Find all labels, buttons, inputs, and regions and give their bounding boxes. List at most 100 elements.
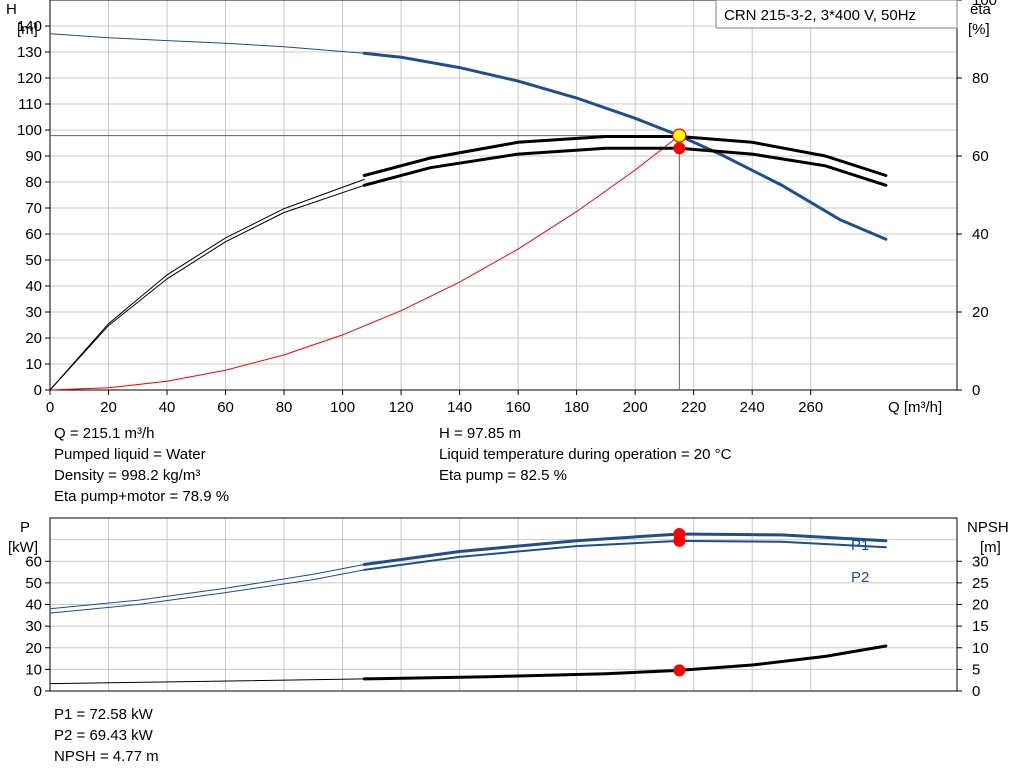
series-line-5: [362, 146, 888, 187]
top-chart-frame: [49, 0, 958, 391]
h-axis-label: H: [6, 1, 17, 18]
eta-tick-label: 100: [972, 0, 997, 9]
npsh-axis-label: NPSH: [967, 519, 1009, 536]
p-tick-label: 20: [25, 640, 42, 657]
top-chart-markers: [672, 128, 687, 155]
info-eta-pump-motor: Eta pump+motor = 78.9 %: [54, 488, 230, 505]
x-tick-label: 140: [447, 399, 472, 416]
p-tick-label: 10: [25, 661, 42, 678]
x-tick-label: 40: [159, 399, 176, 416]
eta-tick-label: 80: [972, 70, 989, 87]
bottom-chart-grid: [49, 518, 957, 692]
p-tick-label: 0: [34, 683, 42, 700]
h-tick-label: 10: [25, 356, 42, 373]
p-tick-label: 40: [25, 597, 42, 614]
h-tick-label: 40: [25, 278, 42, 295]
eta-tick-label: 20: [972, 304, 989, 321]
q-axis-label: Q [m³/h]: [888, 399, 942, 416]
series-line-6: [362, 135, 888, 177]
x-tick-label: 160: [506, 399, 531, 416]
h-tick-label: 20: [25, 330, 42, 347]
x-tick-label: 120: [389, 399, 414, 416]
h-tick-label: 120: [17, 70, 42, 87]
top-chart-series: [49, 33, 888, 391]
p2-series-label: P2: [851, 569, 869, 586]
series-line-3: [49, 184, 365, 391]
h-tick-label: 30: [25, 304, 42, 321]
h-tick-label: 140: [17, 18, 42, 35]
x-tick-label: 60: [217, 399, 234, 416]
h-tick-label: 80: [25, 174, 42, 191]
eta-operating-marker: [673, 142, 686, 155]
x-tick-label: 260: [798, 399, 823, 416]
series-line-4: [49, 178, 365, 391]
npsh-tick-label: 20: [972, 597, 989, 614]
bottom-chart-ticks: 0 10 20 30 40 50 60 0 5 10 15 20 25 30: [25, 553, 988, 700]
x-tick-label: 100: [330, 399, 355, 416]
info-p1: P1 = 72.58 kW: [54, 706, 153, 723]
npsh-tick-label: 15: [972, 618, 989, 635]
x-tick-label: 240: [740, 399, 765, 416]
x-tick-label: 80: [276, 399, 293, 416]
p-tick-label: 50: [25, 575, 42, 592]
npsh-line-4: [49, 678, 365, 685]
npsh-tick-label: 10: [972, 640, 989, 657]
eta-axis-unit: [%]: [968, 21, 990, 38]
x-tick-label: 20: [100, 399, 117, 416]
p1-line-1: [362, 532, 888, 566]
h-axis-unit: [m]: [17, 21, 38, 38]
npsh-tick-label: 25: [972, 575, 989, 592]
p1-series-label: P1: [851, 537, 869, 554]
series-line-1: [362, 51, 888, 241]
eta-tick-label: 60: [972, 148, 989, 165]
info-liquid-temperature: Liquid temperature during operation = 20…: [439, 446, 732, 463]
x-tick-label: 200: [623, 399, 648, 416]
bottom-chart-markers: [673, 528, 686, 677]
h-tick-label: 60: [25, 226, 42, 243]
bottom-chart-series: P1 P2: [49, 532, 888, 685]
operating-point-marker: [673, 534, 686, 547]
info-p2: P2 = 69.43 kW: [54, 727, 153, 744]
x-tick-label: 0: [46, 399, 54, 416]
info-bottom: P1 = 72.58 kW P2 = 69.43 kW NPSH = 4.77 …: [54, 704, 159, 767]
p-tick-label: 60: [25, 553, 42, 570]
duty-point-marker: [672, 128, 687, 143]
h-tick-label: 90: [25, 148, 42, 165]
info-top-left: Q = 215.1 m³/h Pumped liquid = Water Den…: [54, 423, 229, 507]
p-tick-label: 30: [25, 618, 42, 635]
h-tick-label: 100: [17, 122, 42, 139]
title-box-text: CRN 215-3-2, 3*400 V, 50Hz: [724, 7, 916, 24]
info-head: H = 97.85 m: [439, 425, 522, 442]
info-npsh: NPSH = 4.77 m: [54, 748, 159, 765]
npsh-axis-unit: [m]: [980, 539, 1001, 556]
x-tick-label: 220: [681, 399, 706, 416]
h-tick-label: 70: [25, 200, 42, 217]
operating-point-marker: [673, 664, 686, 677]
eta-tick-label: 0: [972, 382, 980, 399]
p1-line-0: [49, 564, 365, 610]
npsh-tick-label: 5: [972, 661, 980, 678]
info-top-right: H = 97.85 m Liquid temperature during op…: [439, 423, 731, 486]
top-chart-ticks: 0 20 40 60 80 100 120 140 160 180 200 220 240 260 0 10 2…: [17, 0, 997, 416]
h-tick-label: 130: [17, 44, 42, 61]
npsh-tick-label: 0: [972, 683, 980, 700]
info-pumped-liquid: Pumped liquid = Water: [54, 446, 206, 463]
top-chart-grid: [49, 0, 957, 391]
npsh-line-5: [362, 644, 888, 681]
title-box: [715, 0, 958, 29]
p-axis-unit: [kW]: [8, 539, 38, 556]
eta-axis-label: eta: [970, 1, 992, 18]
info-flow: Q = 215.1 m³/h: [54, 425, 155, 442]
npsh-tick-label: 30: [972, 553, 989, 570]
x-tick-label: 180: [564, 399, 589, 416]
h-tick-label: 50: [25, 252, 42, 269]
series-line-0: [49, 33, 365, 54]
eta-tick-label: 40: [972, 226, 989, 243]
p2-line-3: [363, 539, 887, 571]
info-density: Density = 998.2 kg/m³: [54, 467, 201, 484]
h-tick-label: 110: [18, 96, 42, 113]
info-eta-pump: Eta pump = 82.5 %: [439, 467, 567, 484]
p-axis-label: P: [20, 519, 30, 536]
p2-line-2: [49, 569, 365, 614]
